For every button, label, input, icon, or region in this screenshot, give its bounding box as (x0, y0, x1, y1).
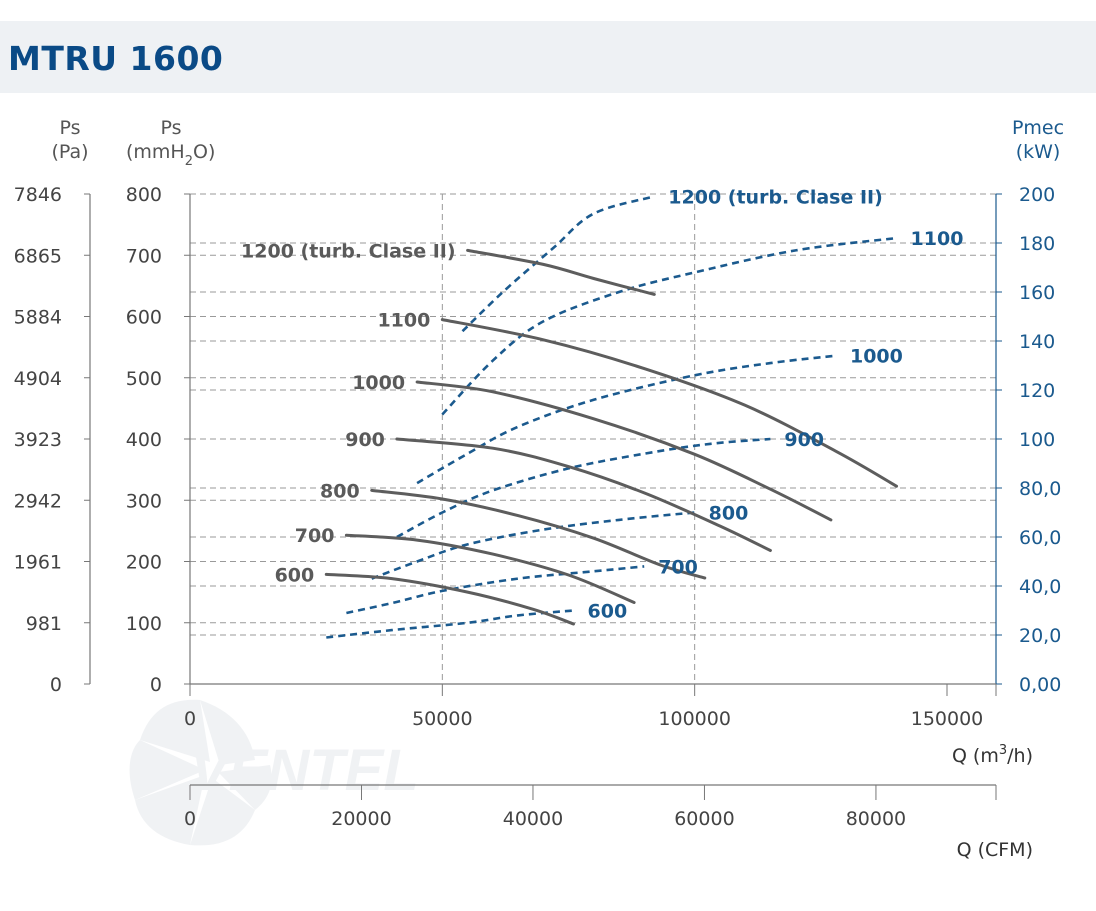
axes: 0 981 1961 2942 3923 4904 5884 6865 7846 0 100 200 3… (14, 184, 1062, 830)
pmec-tick-label: 0,00 (1019, 674, 1061, 696)
power-curves (326, 195, 897, 639)
pa-tick-label: 3923 (14, 429, 62, 451)
flow-tick-label: 50000 (412, 708, 472, 730)
pa-tick-label: 2942 (14, 490, 62, 512)
pa-tick-label: 0 (50, 674, 62, 696)
pmec-axis-title: Pmec (1012, 117, 1064, 139)
mmh2o-tick-label: 700 (126, 245, 162, 267)
cfm-tick-label: 20000 (331, 808, 391, 830)
mmh2o-tick-label: 400 (126, 429, 162, 451)
flow-cfm-axis-title: Q (CFM) (957, 839, 1033, 861)
pmec-axis-unit: (kW) (1016, 141, 1061, 163)
grid-lines (190, 193, 996, 684)
power-label-700: 700 (658, 556, 698, 578)
pa-axis-unit: (Pa) (51, 141, 88, 163)
ventel-watermark: VENTEL (129, 699, 419, 846)
watermark-text: VENTEL (190, 738, 419, 803)
cfm-tick-label: 40000 (503, 808, 563, 830)
power-label-800: 800 (709, 503, 749, 525)
pmec-tick-label: 40,0 (1019, 576, 1061, 598)
pmec-tick-label: 60,0 (1019, 527, 1061, 549)
chart-title: MTRU 1600 (8, 39, 224, 78)
pa-tick-label: 5884 (14, 307, 62, 329)
mmh2o-axis-title: Ps (160, 117, 181, 139)
pressure-label-1100: 1100 (377, 310, 430, 332)
pressure-label-900: 900 (345, 429, 385, 451)
pa-tick-label: 7846 (14, 184, 62, 206)
pmec-tick-label: 200 (1019, 184, 1055, 206)
pressure-curve-1200 (466, 248, 656, 296)
pmec-tick-label: 80,0 (1019, 478, 1061, 500)
pa-tick-label: 1961 (14, 552, 62, 574)
flow-tick-label: 0 (184, 708, 196, 730)
power-label-1100: 1100 (911, 228, 964, 250)
pressure-label-800: 800 (320, 480, 360, 502)
mmh2o-tick-label: 500 (126, 368, 162, 390)
pressure-curves (324, 248, 898, 626)
power-curve-800 (371, 511, 695, 580)
flow-tick-label: 100000 (658, 708, 731, 730)
pmec-tick-label: 160 (1019, 282, 1055, 304)
power-label-1200: 1200 (turb. Clase II) (668, 186, 883, 208)
pmec-tick-label: 20,0 (1019, 625, 1061, 647)
pa-tick-label: 6865 (14, 245, 62, 267)
pressure-curve-800 (370, 488, 707, 580)
pa-tick-label: 4904 (14, 368, 62, 390)
title-bar: MTRU 1600 (0, 21, 1096, 93)
pressure-curve-900 (395, 437, 772, 552)
power-curve-1000 (416, 354, 837, 485)
pressure-label-600: 600 (275, 564, 315, 586)
pmec-tick-label: 180 (1019, 233, 1055, 255)
pressure-curve-600 (324, 572, 575, 626)
mmh2o-tick-label: 800 (126, 184, 162, 206)
pressure-label-700: 700 (295, 525, 335, 547)
power-label-900: 900 (784, 429, 824, 451)
cfm-tick-label: 0 (184, 808, 196, 830)
power-curve-1200 (461, 195, 655, 333)
cfm-tick-label: 80000 (846, 808, 906, 830)
power-label-600: 600 (588, 601, 628, 623)
pmec-tick-label: 120 (1019, 380, 1055, 402)
power-curve-700 (346, 565, 645, 615)
flow-tick-label: 150000 (911, 708, 984, 730)
curve-labels: 1200 (turb. Clase II) 1100 1000 900 800 700 60… (241, 186, 963, 622)
mmh2o-tick-label: 300 (126, 490, 162, 512)
power-curve-900 (396, 437, 771, 539)
pmec-tick-label: 100 (1019, 429, 1055, 451)
pressure-curve-1000 (415, 380, 833, 522)
flow-m3h-axis-title: Q (m3/h) (952, 743, 1033, 767)
power-curve-600 (326, 609, 574, 639)
mmh2o-tick-label: 200 (126, 552, 162, 574)
cfm-tick-label: 60000 (674, 808, 734, 830)
pressure-label-1000: 1000 (352, 372, 405, 394)
mmh2o-axis-unit: (mmH2O) (126, 141, 215, 169)
pressure-label-1200: 1200 (turb. Clase II) (241, 240, 456, 262)
mmh2o-tick-label: 0 (150, 674, 162, 696)
pressure-curve-700 (344, 533, 636, 604)
pa-axis-title: Ps (59, 117, 80, 139)
mmh2o-tick-label: 100 (126, 613, 162, 635)
mmh2o-tick-label: 600 (126, 307, 162, 329)
power-curve-1100 (441, 236, 897, 416)
pmec-tick-label: 140 (1019, 331, 1055, 353)
pressure-curve-1100 (440, 318, 898, 488)
power-label-1000: 1000 (850, 346, 903, 368)
pa-tick-label: 981 (26, 613, 62, 635)
